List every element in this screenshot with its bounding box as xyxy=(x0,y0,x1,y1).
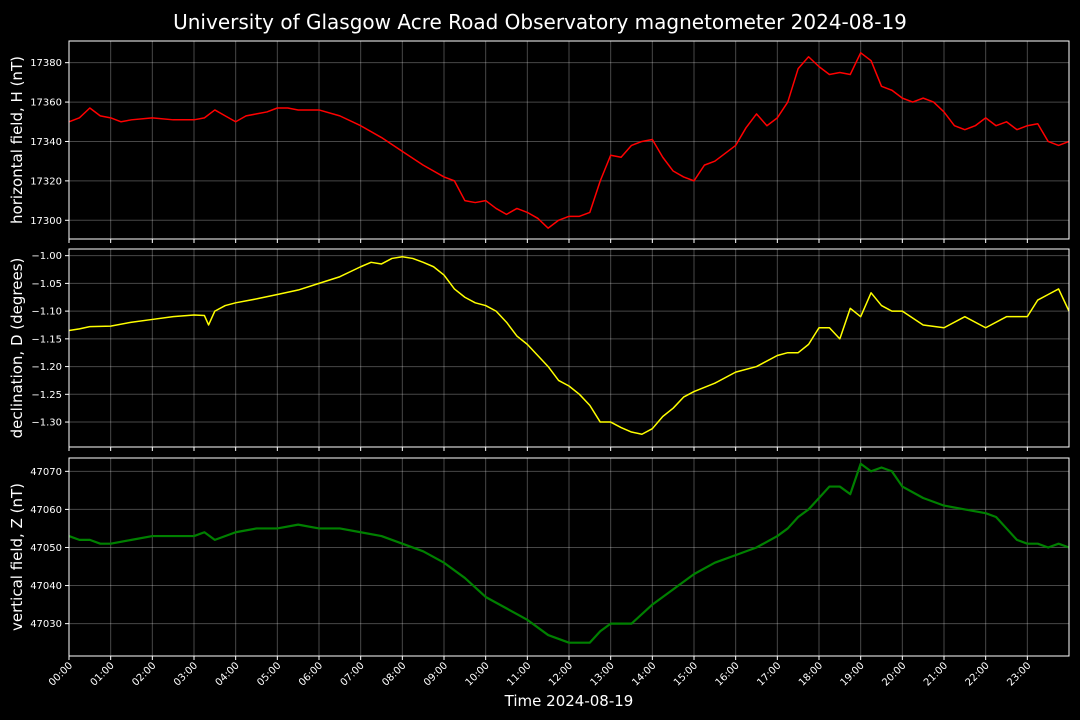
y-tick-label: −1.00 xyxy=(31,251,62,262)
y-tick-label: 17340 xyxy=(30,137,62,148)
y-tick-label: 47070 xyxy=(30,467,62,478)
y-tick-label: −1.25 xyxy=(31,390,62,401)
horizontal-field-line xyxy=(68,52,1070,229)
horizontal-field-panel: 17300 17320 17340 17360 17380 horizontal fie… xyxy=(8,40,1070,243)
y-tick-label: 47030 xyxy=(30,619,62,630)
y-tick-label: 17360 xyxy=(30,98,62,109)
y-tick-label: −1.05 xyxy=(31,279,62,290)
declination-panel: −1.00 −1.05 −1.10 −1.15 −1.20 −1.25 −1.30 decl… xyxy=(8,248,1070,451)
vertical-field-plot-frame xyxy=(68,457,1070,657)
time-axis-label: Time 2024-08-19 xyxy=(504,692,634,710)
y-tick-label: 47050 xyxy=(30,543,62,554)
horizontal-field-ylabel: horizontal field, H (nT) xyxy=(8,56,26,224)
chart-title: University of Glasgow Acre Road Observat… xyxy=(173,10,907,34)
y-tick-label: −1.15 xyxy=(31,334,62,345)
y-tick-label: 17300 xyxy=(30,216,62,227)
y-tick-label: −1.20 xyxy=(31,362,62,373)
y-tick-label: 17320 xyxy=(30,176,62,187)
vertical-field-panel: 47030 47040 47050 47060 47070 vertical field… xyxy=(8,457,1070,660)
vertical-field-line xyxy=(68,462,1070,644)
y-tick-label: −1.10 xyxy=(31,307,62,318)
horizontal-field-plot-frame xyxy=(68,40,1070,240)
y-tick-label: −1.30 xyxy=(31,418,62,429)
declination-line xyxy=(68,256,1070,435)
y-tick-label: 47060 xyxy=(30,505,62,516)
declination-ylabel: declination, D (degrees) xyxy=(8,258,26,439)
declination-plot-frame xyxy=(68,248,1070,448)
vertical-field-ylabel: vertical field, Z (nT) xyxy=(8,483,26,631)
y-tick-label: 17380 xyxy=(30,58,62,69)
y-tick-label: 47040 xyxy=(30,581,62,592)
